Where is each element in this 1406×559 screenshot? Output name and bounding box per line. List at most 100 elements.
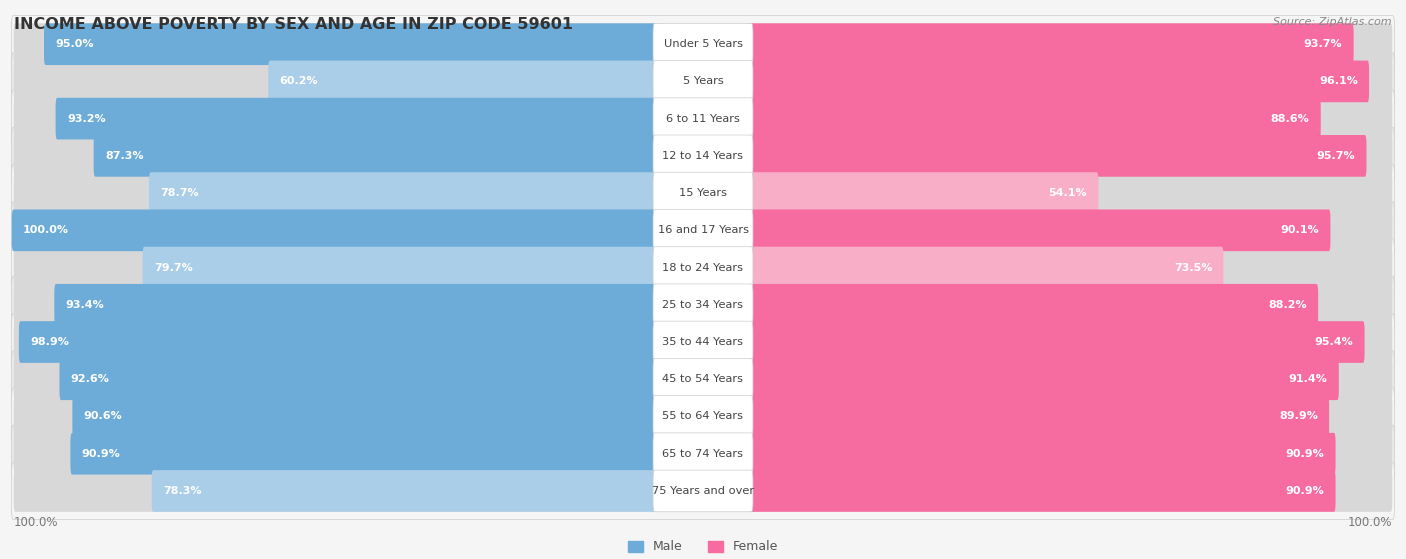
FancyBboxPatch shape bbox=[59, 358, 659, 400]
Text: Source: ZipAtlas.com: Source: ZipAtlas.com bbox=[1274, 17, 1392, 27]
FancyBboxPatch shape bbox=[14, 433, 1392, 475]
FancyBboxPatch shape bbox=[652, 433, 754, 475]
FancyBboxPatch shape bbox=[152, 470, 659, 512]
Text: 18 to 24 Years: 18 to 24 Years bbox=[662, 263, 744, 273]
FancyBboxPatch shape bbox=[747, 135, 1367, 177]
Text: 16 and 17 Years: 16 and 17 Years bbox=[658, 225, 748, 235]
Text: 90.9%: 90.9% bbox=[1285, 449, 1324, 459]
FancyBboxPatch shape bbox=[11, 350, 1395, 408]
FancyBboxPatch shape bbox=[14, 358, 1392, 400]
FancyBboxPatch shape bbox=[44, 23, 659, 65]
FancyBboxPatch shape bbox=[747, 284, 1319, 326]
Text: 6 to 11 Years: 6 to 11 Years bbox=[666, 113, 740, 124]
FancyBboxPatch shape bbox=[72, 396, 659, 437]
Text: 65 to 74 Years: 65 to 74 Years bbox=[662, 449, 744, 459]
FancyBboxPatch shape bbox=[11, 388, 1395, 445]
Text: 100.0%: 100.0% bbox=[14, 516, 58, 529]
Legend: Male, Female: Male, Female bbox=[623, 536, 783, 558]
FancyBboxPatch shape bbox=[747, 321, 1365, 363]
Text: 78.7%: 78.7% bbox=[160, 188, 200, 198]
FancyBboxPatch shape bbox=[11, 425, 1395, 482]
FancyBboxPatch shape bbox=[11, 202, 1395, 259]
FancyBboxPatch shape bbox=[11, 276, 1395, 334]
FancyBboxPatch shape bbox=[269, 60, 659, 102]
Text: 95.7%: 95.7% bbox=[1316, 151, 1355, 161]
FancyBboxPatch shape bbox=[11, 164, 1395, 222]
FancyBboxPatch shape bbox=[652, 60, 754, 102]
Text: 100.0%: 100.0% bbox=[1348, 516, 1392, 529]
FancyBboxPatch shape bbox=[652, 135, 754, 177]
FancyBboxPatch shape bbox=[747, 60, 1369, 102]
FancyBboxPatch shape bbox=[747, 247, 1223, 288]
FancyBboxPatch shape bbox=[14, 247, 1392, 288]
Text: 87.3%: 87.3% bbox=[105, 151, 143, 161]
FancyBboxPatch shape bbox=[94, 135, 659, 177]
FancyBboxPatch shape bbox=[747, 358, 1339, 400]
FancyBboxPatch shape bbox=[652, 396, 754, 437]
Text: 93.7%: 93.7% bbox=[1303, 39, 1343, 49]
Text: 88.2%: 88.2% bbox=[1268, 300, 1308, 310]
FancyBboxPatch shape bbox=[55, 284, 659, 326]
Text: 89.9%: 89.9% bbox=[1279, 411, 1317, 421]
FancyBboxPatch shape bbox=[747, 23, 1354, 65]
Text: 25 to 34 Years: 25 to 34 Years bbox=[662, 300, 744, 310]
Text: 90.9%: 90.9% bbox=[82, 449, 121, 459]
FancyBboxPatch shape bbox=[70, 433, 659, 475]
Text: 92.6%: 92.6% bbox=[70, 375, 110, 384]
FancyBboxPatch shape bbox=[652, 23, 754, 65]
Text: 96.1%: 96.1% bbox=[1319, 77, 1358, 87]
FancyBboxPatch shape bbox=[11, 210, 659, 251]
Text: 5 Years: 5 Years bbox=[683, 77, 723, 87]
Text: 54.1%: 54.1% bbox=[1049, 188, 1087, 198]
FancyBboxPatch shape bbox=[14, 23, 1392, 65]
Text: Under 5 Years: Under 5 Years bbox=[664, 39, 742, 49]
FancyBboxPatch shape bbox=[11, 127, 1395, 184]
FancyBboxPatch shape bbox=[747, 172, 1098, 214]
FancyBboxPatch shape bbox=[747, 98, 1320, 140]
FancyBboxPatch shape bbox=[14, 210, 1392, 251]
Text: 91.4%: 91.4% bbox=[1289, 375, 1327, 384]
Text: 73.5%: 73.5% bbox=[1174, 263, 1212, 273]
Text: 93.2%: 93.2% bbox=[67, 113, 105, 124]
FancyBboxPatch shape bbox=[14, 98, 1392, 140]
Text: 95.0%: 95.0% bbox=[55, 39, 94, 49]
FancyBboxPatch shape bbox=[11, 462, 1395, 520]
Text: 100.0%: 100.0% bbox=[22, 225, 69, 235]
FancyBboxPatch shape bbox=[14, 135, 1392, 177]
Text: 90.9%: 90.9% bbox=[1285, 486, 1324, 496]
FancyBboxPatch shape bbox=[14, 470, 1392, 512]
FancyBboxPatch shape bbox=[11, 314, 1395, 371]
FancyBboxPatch shape bbox=[747, 396, 1329, 437]
Text: 98.9%: 98.9% bbox=[30, 337, 69, 347]
Text: 95.4%: 95.4% bbox=[1315, 337, 1354, 347]
Text: 45 to 54 Years: 45 to 54 Years bbox=[662, 375, 744, 384]
Text: 90.1%: 90.1% bbox=[1281, 225, 1319, 235]
FancyBboxPatch shape bbox=[14, 284, 1392, 326]
Text: 15 Years: 15 Years bbox=[679, 188, 727, 198]
FancyBboxPatch shape bbox=[14, 321, 1392, 363]
FancyBboxPatch shape bbox=[747, 470, 1336, 512]
Text: 88.6%: 88.6% bbox=[1271, 113, 1309, 124]
FancyBboxPatch shape bbox=[652, 358, 754, 400]
FancyBboxPatch shape bbox=[11, 16, 1395, 73]
Text: 75 Years and over: 75 Years and over bbox=[652, 486, 754, 496]
Text: 55 to 64 Years: 55 to 64 Years bbox=[662, 411, 744, 421]
FancyBboxPatch shape bbox=[652, 321, 754, 363]
Text: 78.3%: 78.3% bbox=[163, 486, 201, 496]
Text: 93.4%: 93.4% bbox=[66, 300, 104, 310]
FancyBboxPatch shape bbox=[18, 321, 659, 363]
FancyBboxPatch shape bbox=[14, 172, 1392, 214]
FancyBboxPatch shape bbox=[14, 396, 1392, 437]
FancyBboxPatch shape bbox=[747, 433, 1336, 475]
FancyBboxPatch shape bbox=[747, 210, 1330, 251]
Text: 79.7%: 79.7% bbox=[153, 263, 193, 273]
FancyBboxPatch shape bbox=[149, 172, 659, 214]
FancyBboxPatch shape bbox=[652, 284, 754, 326]
FancyBboxPatch shape bbox=[11, 53, 1395, 110]
FancyBboxPatch shape bbox=[652, 210, 754, 251]
Text: INCOME ABOVE POVERTY BY SEX AND AGE IN ZIP CODE 59601: INCOME ABOVE POVERTY BY SEX AND AGE IN Z… bbox=[14, 17, 574, 32]
FancyBboxPatch shape bbox=[652, 247, 754, 288]
FancyBboxPatch shape bbox=[14, 60, 1392, 102]
Text: 60.2%: 60.2% bbox=[280, 77, 318, 87]
FancyBboxPatch shape bbox=[652, 172, 754, 214]
